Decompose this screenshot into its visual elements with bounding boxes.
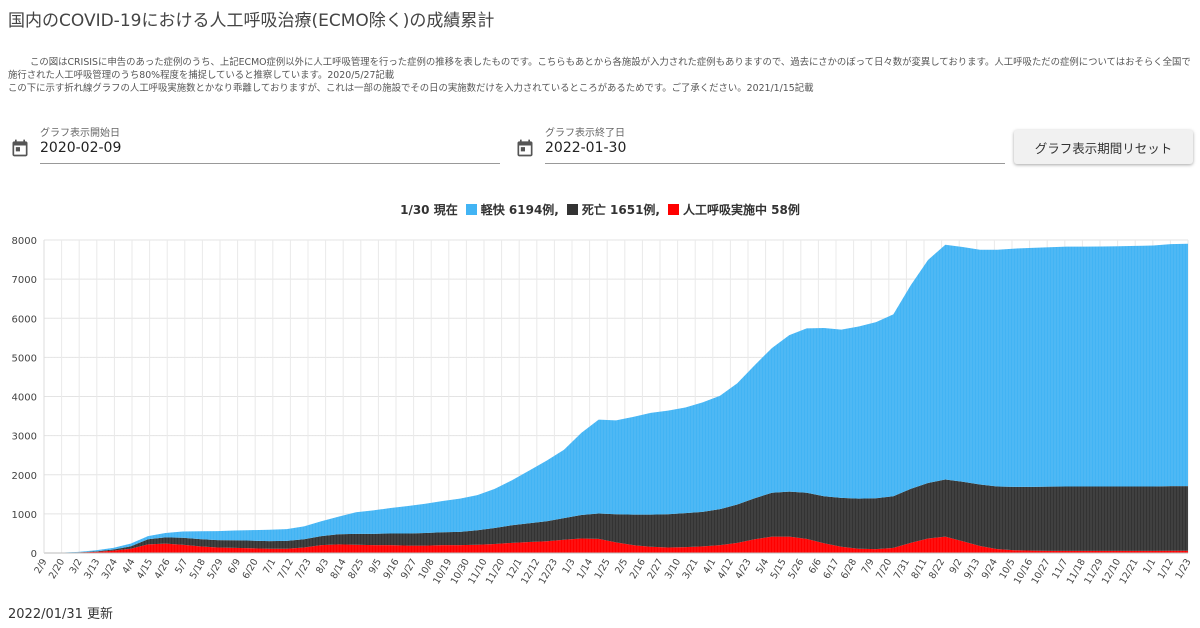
x-tick-label: 1/1 [1141,557,1158,576]
x-tick-label: 7/20 [874,557,894,581]
x-tick-label: 7/9 [860,557,877,576]
x-tick-label: 6/17 [821,557,841,581]
legend-date: 1/30 現在 [400,203,458,217]
legend-swatch-ventilation [668,204,679,215]
x-tick-label: 1/3 [560,557,577,576]
x-tick-label: 2/16 [628,557,648,581]
x-tick-label: 1/14 [575,557,595,581]
x-tick-label: 8/25 [346,557,366,581]
end-date-input[interactable]: 2022-01-30 [545,140,627,156]
x-tick-label: 9/5 [367,557,384,576]
x-tick-label: 6/9 [226,557,243,576]
x-tick-label: 8/3 [314,557,331,576]
x-tick-label: 6/6 [807,557,824,576]
y-tick-label: 2000 [12,471,37,482]
x-tick-label: 4/1 [701,557,718,576]
y-tick-label: 1000 [12,510,37,521]
calendar-icon[interactable] [10,138,30,158]
end-date-label: グラフ表示終了日 [545,128,625,139]
x-tick-label: 4/12 [716,557,736,581]
area-recovered [44,243,1188,553]
x-tick-label: 2/27 [645,557,665,581]
x-tick-label: 8/14 [329,557,349,581]
x-tick-label: 1/23 [1173,557,1193,581]
updated-date: 2022/01/31 更新 [8,607,114,622]
x-tick-label: 4/26 [153,557,173,581]
x-tick-label: 3/10 [663,557,683,581]
x-tick-label: 3/21 [681,557,701,581]
start-date-label: グラフ表示開始日 [40,128,120,139]
x-tick-label: 3/24 [100,557,120,581]
x-tick-label: 6/28 [839,557,859,581]
x-tick-label: 3/13 [82,557,102,581]
x-tick-label: 5/7 [173,557,190,576]
x-tick-label: 4/4 [120,557,137,576]
legend-swatch-death [566,204,578,215]
y-tick-label: 4000 [12,393,37,404]
chart-legend: 1/30 現在 軽快 6194例, 死亡 1651例, 人工呼吸実施中 58例 [0,201,1200,218]
page-title: 国内のCOVID-19における人工呼吸治療(ECMO除く)の成績累計 [8,11,495,31]
start-date-field[interactable]: グラフ表示開始日 2020-02-09 [10,122,500,164]
legend-ventilation: 人工呼吸実施中 58例 [683,203,800,217]
x-tick-label: 9/2 [948,557,965,576]
legend-death: 死亡 1651例, [581,203,660,217]
x-tick-label: 5/26 [786,557,806,581]
y-tick-label: 7000 [12,275,37,286]
x-tick-label: 2/5 [613,557,630,576]
x-tick-label: 7/23 [293,557,313,581]
start-date-underline [40,163,500,164]
x-tick-label: 7/12 [276,557,296,581]
x-tick-label: 4/23 [733,557,753,581]
x-tick-label: 8/22 [927,557,947,581]
x-tick-label: 7/1 [261,557,278,576]
x-tick-label: 5/18 [188,557,208,581]
x-tick-label: 5/15 [769,557,789,581]
y-tick-label: 8000 [12,236,37,247]
start-date-input[interactable]: 2020-02-09 [40,140,122,156]
description-paragraph-1: この図はCRISISに申告のあった症例のうち、上記ECMO症例以外に人工呼吸管理… [8,57,1191,81]
x-tick-label: 9/24 [980,557,1000,581]
legend-swatch-recovered [465,204,477,215]
x-tick-label: 1/12 [1156,557,1176,581]
x-tick-label: 1/25 [593,557,613,581]
calendar-icon[interactable] [515,138,535,158]
x-tick-label: 5/4 [754,557,771,576]
x-tick-label: 2/20 [47,557,67,581]
y-tick-label: 3000 [12,432,37,443]
description-paragraph-2: この下に示す折れ線グラフの人工呼吸実施数とかなり乖離しておりますが、これは一部の… [8,83,814,94]
end-date-field[interactable]: グラフ表示終了日 2022-01-30 [515,122,1005,164]
x-tick-label: 3/2 [68,557,85,576]
x-tick-label: 8/11 [909,557,929,581]
x-tick-label: 9/27 [399,557,419,581]
x-tick-label: 6/20 [241,557,261,581]
y-tick-label: 0 [31,549,37,560]
y-tick-label: 5000 [12,353,37,364]
reset-period-button[interactable]: グラフ表示期間リセット [1014,130,1193,164]
x-tick-label: 9/16 [381,557,401,581]
y-tick-label: 6000 [12,314,37,325]
area-death [44,479,1188,553]
x-tick-label: 5/29 [205,557,225,581]
x-tick-label: 7/31 [892,557,912,581]
x-tick-label: 4/15 [135,557,155,581]
stacked-area-chart: 0100020003000400050006000700080002/92/20… [12,236,1194,586]
area-ventilation [44,536,1188,553]
end-date-underline [545,163,1005,164]
x-tick-label: 9/13 [962,557,982,581]
description: この図はCRISISに申告のあった症例のうち、上記ECMO症例以外に人工呼吸管理… [8,56,1194,95]
legend-recovered: 軽快 6194例, [480,203,559,217]
